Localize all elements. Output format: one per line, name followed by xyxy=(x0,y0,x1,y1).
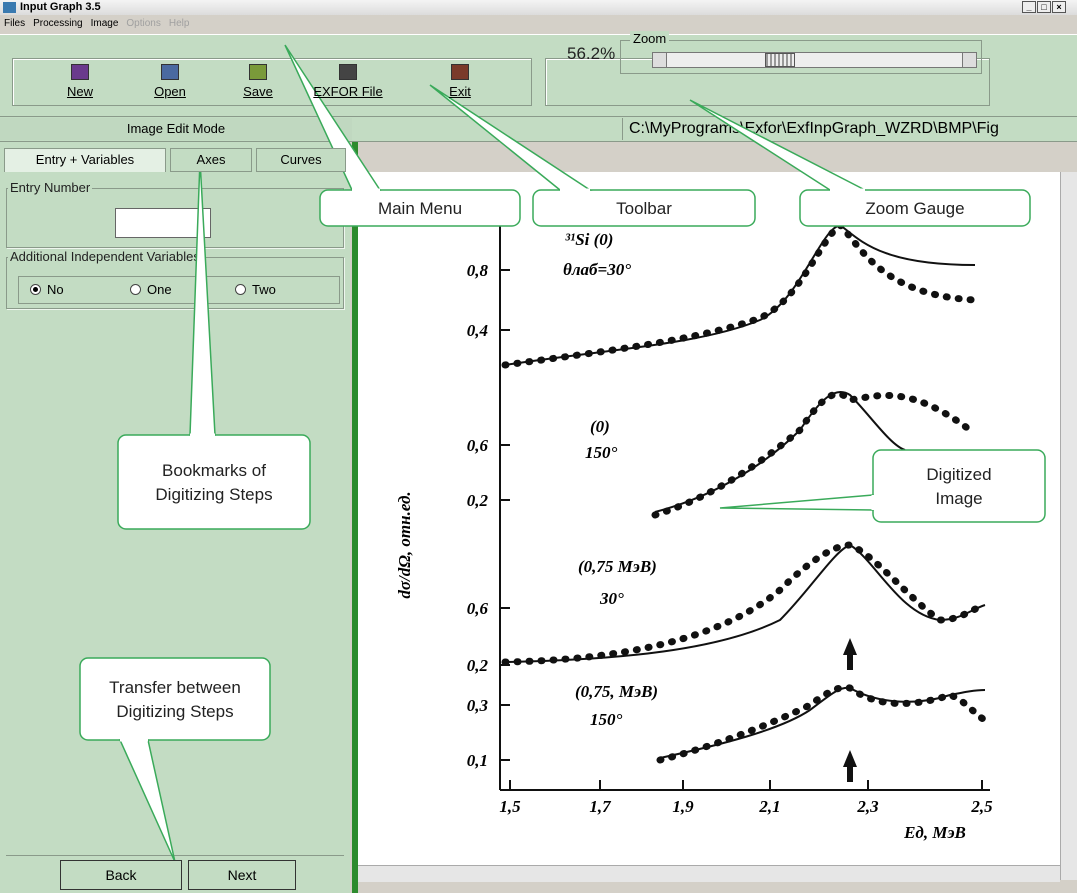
scan-panel-label: θлаб=30° xyxy=(563,260,631,279)
menu-item: Help xyxy=(165,15,194,33)
button-icon xyxy=(339,64,357,80)
toolbar-button[interactable]: Exit xyxy=(420,62,500,102)
zoom-value: 56.2% xyxy=(567,44,615,64)
toolbar-button[interactable]: Save xyxy=(218,62,298,102)
radio-label: One xyxy=(147,282,172,297)
scan-y-label: 0,4 xyxy=(467,321,488,340)
menu-item[interactable]: Image xyxy=(87,15,123,33)
tab[interactable]: Entry + Variables xyxy=(4,148,166,172)
scan-points xyxy=(505,545,985,662)
button-icon xyxy=(161,64,179,80)
scan-curve xyxy=(655,392,905,512)
scan-panel-label: 30° xyxy=(599,589,624,608)
radio-option[interactable]: No xyxy=(30,282,64,297)
scan-x-axis-label: Eд, МэВ xyxy=(903,823,966,842)
scan-points xyxy=(655,394,970,515)
toolbar-button[interactable]: Open xyxy=(130,62,210,102)
zoom-label: Zoom xyxy=(630,31,669,46)
app-icon xyxy=(3,2,16,13)
close-button[interactable]: × xyxy=(1052,1,1066,13)
button-label: New xyxy=(67,84,93,99)
vertical-scrollbar[interactable] xyxy=(1060,172,1077,880)
scan-y-label: 0,8 xyxy=(467,261,489,280)
minimize-button[interactable]: _ xyxy=(1022,1,1036,13)
tab[interactable]: Curves xyxy=(256,148,346,172)
scan-y-label: 0,6 xyxy=(467,436,489,455)
scroll-right[interactable] xyxy=(962,53,976,67)
scan-x-label: 2,1 xyxy=(758,797,780,816)
entry-input[interactable] xyxy=(115,208,211,238)
mode-label: Image Edit Mode xyxy=(0,118,352,140)
button-icon xyxy=(249,64,267,80)
menu-item[interactable]: Processing xyxy=(29,15,86,33)
scan-y-label: 0,2 xyxy=(467,491,489,510)
scan-x-label: 1,7 xyxy=(589,797,612,816)
button-icon xyxy=(71,64,89,80)
scroll-left[interactable] xyxy=(653,53,667,67)
scan-panel-label: (0,75 МэВ) xyxy=(578,557,657,576)
scan-svg: 0,8 0,4 0,6 0,2 0,6 0,2 0,3 0,1 1,5 1,7 1,9 2,1 2,3 2… xyxy=(358,172,1060,865)
radio-option[interactable]: Two xyxy=(235,282,276,297)
scan-panel-label: (0,75, МэВ) xyxy=(575,682,658,701)
radio-frame xyxy=(18,276,340,304)
digitized-image: 0,8 0,4 0,6 0,2 0,6 0,2 0,3 0,1 1,5 1,7 1,9 2,1 2,3 2… xyxy=(358,172,1060,865)
button-label: Exit xyxy=(449,84,471,99)
group-label: Additional Independent Variables xyxy=(8,249,202,264)
radio-label: Two xyxy=(252,282,276,297)
scan-panel-label: ³¹Si (0) xyxy=(565,230,613,249)
menu-item[interactable]: Files xyxy=(0,15,29,33)
radio-dot xyxy=(30,284,41,295)
radio-dot xyxy=(235,284,246,295)
scan-y-label: 0,2 xyxy=(467,656,489,675)
title-bar: Input Graph 3.5 _ □ × xyxy=(0,0,1077,15)
button-label: Save xyxy=(243,84,273,99)
file-path: C:\MyPrograms\Exfor\ExfInpGraph_WZRD\BMP… xyxy=(622,118,1077,140)
group-label: Entry Number xyxy=(8,180,92,195)
radio-option[interactable]: One xyxy=(130,282,172,297)
nav-button[interactable]: Next xyxy=(188,860,296,890)
toolbar-button[interactable]: New xyxy=(40,62,120,102)
scan-arrow xyxy=(843,638,857,670)
scan-x-label: 2,3 xyxy=(856,797,879,816)
nav-button[interactable]: Back xyxy=(60,860,182,890)
scan-y-label: 0,6 xyxy=(467,599,489,618)
zoom-thumb[interactable] xyxy=(765,53,795,67)
button-label: EXFOR File xyxy=(313,84,382,99)
scan-panel-label: 150° xyxy=(585,443,618,462)
radio-dot xyxy=(130,284,141,295)
horizontal-scrollbar[interactable] xyxy=(358,865,1060,882)
scan-x-label: 2,5 xyxy=(970,797,993,816)
button-label: Open xyxy=(154,84,186,99)
toolbar-button[interactable]: EXFOR File xyxy=(308,62,388,102)
scan-panel-label: (0) xyxy=(590,417,610,436)
radio-label: No xyxy=(47,282,64,297)
scan-arrow xyxy=(843,750,857,782)
scan-curve xyxy=(505,545,985,662)
maximize-button[interactable]: □ xyxy=(1037,1,1051,13)
zoom-gauge[interactable] xyxy=(652,52,977,68)
scan-x-label: 1,5 xyxy=(499,797,521,816)
window-title: Input Graph 3.5 xyxy=(20,1,101,13)
scan-y-axis-label: dσ/dΩ, отн.ед. xyxy=(395,491,414,598)
scan-y-label: 0,3 xyxy=(467,696,489,715)
scan-x-label: 1,9 xyxy=(672,797,694,816)
scan-y-label: 0,1 xyxy=(467,751,488,770)
button-icon xyxy=(451,64,469,80)
scan-panel-label: 150° xyxy=(590,710,623,729)
tab[interactable]: Axes xyxy=(170,148,252,172)
app-window: { "window": {"title": "Input Graph 3.5"}… xyxy=(0,0,1077,893)
menu-item: Options xyxy=(122,15,164,33)
